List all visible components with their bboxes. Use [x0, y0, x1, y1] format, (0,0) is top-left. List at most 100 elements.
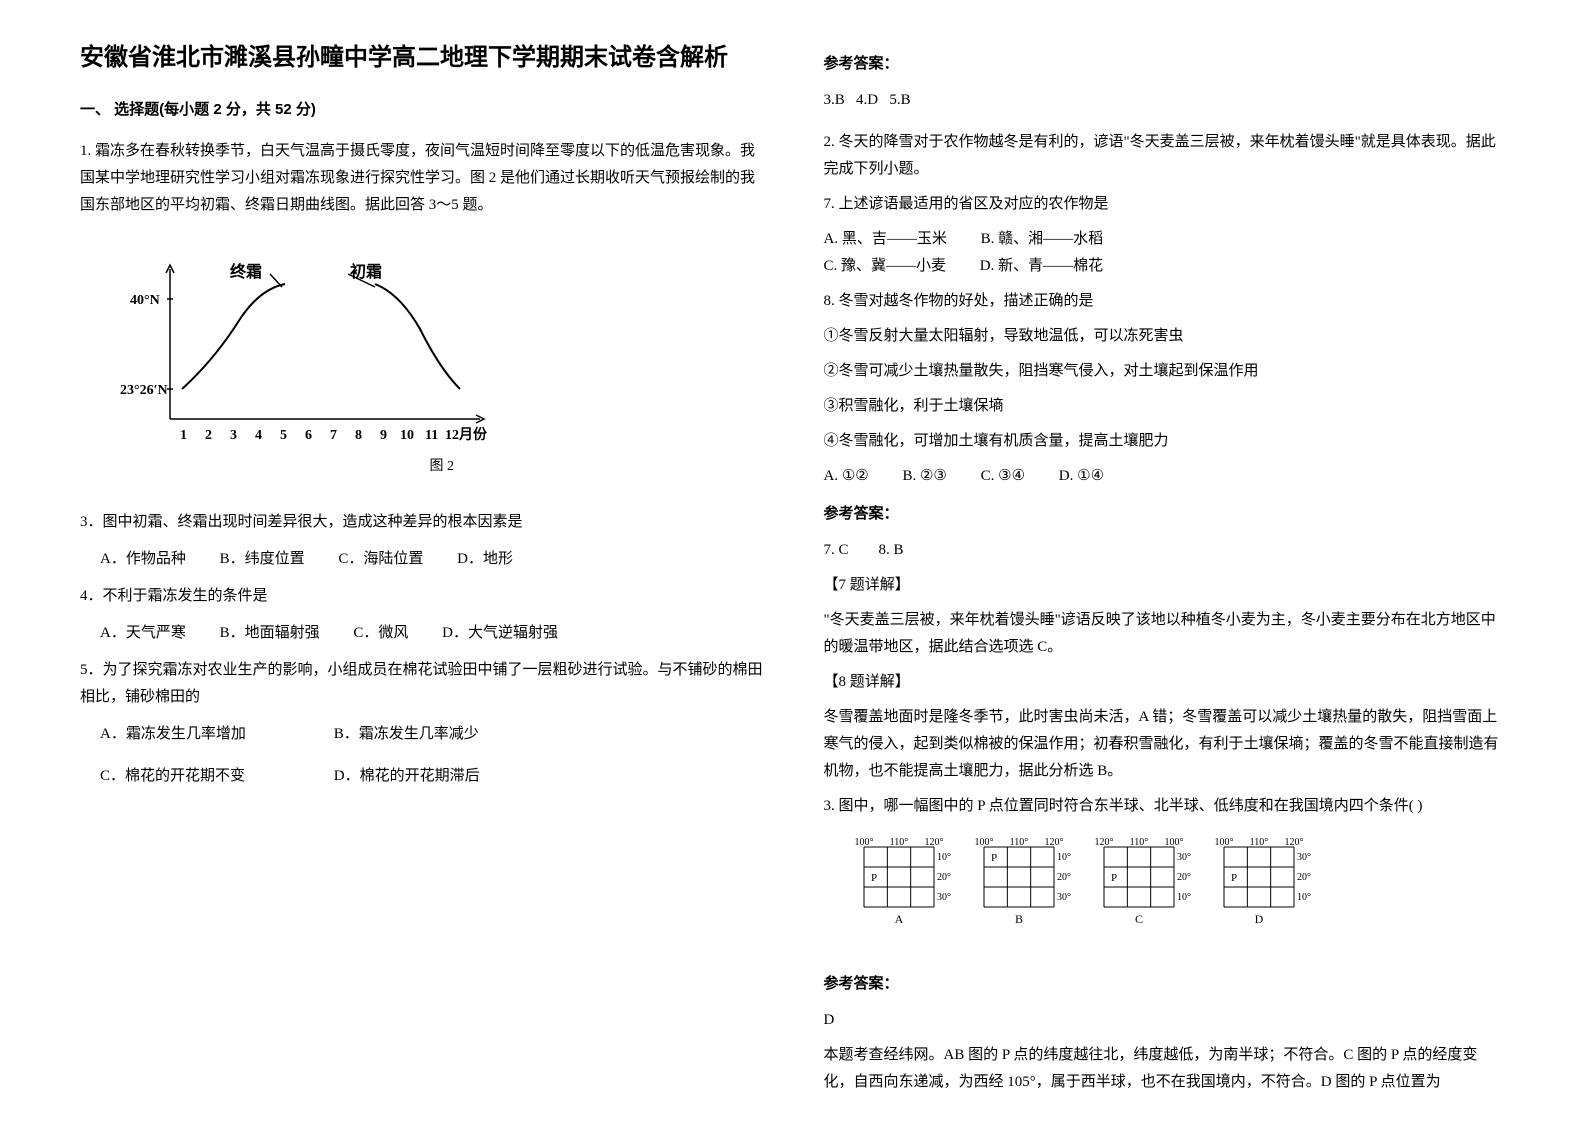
y-label-2326n: 23°26′N [120, 383, 168, 398]
svg-text:30°: 30° [1057, 892, 1071, 903]
svg-text:4: 4 [255, 428, 262, 443]
svg-text:120°: 120° [1284, 837, 1303, 848]
svg-text:110°: 110° [1129, 837, 1148, 848]
q5-opt-c: C．棉花的开花期不变 [100, 763, 300, 790]
svg-text:5: 5 [280, 428, 287, 443]
chushang-label: 初霜 [350, 262, 382, 281]
q8-opt-a: A. ①② [824, 463, 869, 490]
svg-text:8: 8 [355, 428, 362, 443]
q5-opt-a: A．霜冻发生几率增加 [100, 721, 300, 748]
svg-text:C: C [1134, 912, 1142, 926]
q1-intro: 1. 霜冻多在春秋转换季节，白天气温高于摄氏零度，夜间气温短时间降至零度以下的低… [80, 138, 764, 219]
svg-text:20°: 20° [1057, 872, 1071, 883]
svg-text:10°: 10° [937, 852, 951, 863]
answer-3b: D [824, 1007, 1508, 1034]
figure-2-caption: 图 2 [120, 454, 764, 479]
answer-78: 7. C 8. B [824, 537, 1508, 564]
q4-opt-d: D．大气逆辐射强 [442, 620, 558, 647]
q3-opt-b: B．纬度位置 [220, 546, 305, 573]
q5-opt-d: D．棉花的开花期滞后 [334, 763, 480, 790]
svg-text:12月份: 12月份 [445, 426, 488, 443]
q3b-text: 3. 图中，哪一幅图中的 P 点位置同时符合东半球、北半球、低纬度和在我国境内四… [824, 793, 1508, 820]
q7-opt-b: B. 赣、湘——水稻 [981, 226, 1104, 253]
svg-text:20°: 20° [1177, 872, 1191, 883]
explain7: "冬天麦盖三层被，来年枕着馒头睡"谚语反映了该地以种植冬小麦为主，冬小麦主要分布… [824, 607, 1508, 661]
svg-text:10°: 10° [1177, 892, 1191, 903]
answers-label-3: 参考答案： [824, 970, 1508, 997]
y-label-40n: 40°N [130, 293, 160, 308]
q4-opt-c: C．微风 [353, 620, 408, 647]
svg-text:110°: 110° [1249, 837, 1268, 848]
q8-text: 8. 冬雪对越冬作物的好处，描述正确的是 [824, 288, 1508, 315]
answer-345: 3.B 4.D 5.B [824, 87, 1508, 114]
explain-3b: 本题考查经纬网。AB 图的 P 点的纬度越往北，纬度越低，为南半球；不符合。C … [824, 1042, 1508, 1096]
svg-text:7: 7 [330, 428, 337, 443]
q7-opt-d: D. 新、青——棉花 [980, 253, 1103, 280]
q8-opt-b: B. ②③ [902, 463, 946, 490]
maps-svg: 100° 110° 120° 10° 20° 30° P A 100° 110° 120° 10° 20… [854, 835, 1334, 945]
svg-text:10: 10 [400, 428, 414, 443]
q3-options: A．作物品种 B．纬度位置 C．海陆位置 D．地形 [80, 546, 764, 573]
svg-text:110°: 110° [1009, 837, 1028, 848]
svg-text:9: 9 [380, 428, 387, 443]
svg-text:30°: 30° [937, 892, 951, 903]
svg-text:6: 6 [305, 428, 312, 443]
maps-figure: 100° 110° 120° 10° 20° 30° P A 100° 110° 120° 10° 20… [854, 835, 1508, 955]
q4-text: 4．不利于霜冻发生的条件是 [80, 583, 764, 610]
answers-label-1: 参考答案： [824, 50, 1508, 77]
q8-opt-d: D. ①④ [1059, 463, 1104, 490]
svg-text:100°: 100° [1214, 837, 1233, 848]
svg-text:P: P [991, 852, 997, 864]
svg-text:A: A [894, 912, 903, 926]
q3-text: 3．图中初霜、终霜出现时间差异很大，造成这种差异的根本因素是 [80, 509, 764, 536]
zhongshang-curve [182, 284, 285, 389]
svg-text:11: 11 [425, 428, 438, 443]
svg-text:110°: 110° [889, 837, 908, 848]
svg-text:B: B [1014, 912, 1022, 926]
q8-opt-c: C. ③④ [981, 463, 1025, 490]
q7-options: A. 黑、吉——玉米 B. 赣、湘——水稻 C. 豫、冀——小麦 D. 新、青—… [824, 226, 1508, 280]
q2-intro: 2. 冬天的降雪对于农作物越冬是有利的，谚语"冬天麦盖三层被，来年枕着馒头睡"就… [824, 129, 1508, 183]
document-title: 安徽省淮北市濉溪县孙疃中学高二地理下学期期末试卷含解析 [80, 40, 764, 76]
q5-opt-b: B．霜冻发生几率减少 [334, 721, 479, 748]
figure-2-chart: 40°N 23°26′N 1 2 3 4 5 6 7 8 9 10 11 [120, 249, 500, 449]
section-heading: 一、 选择题(每小题 2 分，共 52 分) [80, 96, 764, 123]
q3-opt-c: C．海陆位置 [338, 546, 423, 573]
q7-opt-c: C. 豫、冀——小麦 [824, 253, 947, 280]
q5-text: 5．为了探究霜冻对农业生产的影响，小组成员在棉花试验田中铺了一层粗砂进行试验。与… [80, 657, 764, 711]
svg-text:20°: 20° [937, 872, 951, 883]
svg-text:20°: 20° [1297, 872, 1311, 883]
q8-options: A. ①② B. ②③ C. ③④ D. ①④ [824, 463, 1508, 490]
q7-text: 7. 上述谚语最适用的省区及对应的农作物是 [824, 191, 1508, 218]
svg-text:100°: 100° [1164, 837, 1183, 848]
explain8-heading: 【8 题详解】 [824, 669, 1508, 696]
right-column: 参考答案： 3.B 4.D 5.B 2. 冬天的降雪对于农作物越冬是有利的，谚语… [794, 40, 1538, 1082]
svg-text:100°: 100° [854, 837, 873, 848]
q8-item-3: ③积雪融化，利于土壤保墒 [824, 393, 1508, 420]
svg-text:D: D [1254, 912, 1263, 926]
svg-text:120°: 120° [1094, 837, 1113, 848]
svg-text:10°: 10° [1057, 852, 1071, 863]
figure-2: 40°N 23°26′N 1 2 3 4 5 6 7 8 9 10 11 [120, 249, 764, 479]
left-column: 安徽省淮北市濉溪县孙疃中学高二地理下学期期末试卷含解析 一、 选择题(每小题 2… [50, 40, 794, 1082]
q8-item-2: ②冬雪可减少土壤热量散失，阻挡寒气侵入，对土壤起到保温作用 [824, 358, 1508, 385]
svg-text:P: P [871, 872, 877, 884]
svg-text:120°: 120° [924, 837, 943, 848]
chushang-curve [375, 284, 460, 389]
x-axis-labels: 1 2 3 4 5 6 7 8 9 10 11 12月份 [180, 426, 488, 443]
svg-text:1: 1 [180, 428, 187, 443]
q7-opt-a: A. 黑、吉——玉米 [824, 226, 947, 253]
svg-text:10°: 10° [1297, 892, 1311, 903]
svg-text:2: 2 [205, 428, 212, 443]
svg-text:120°: 120° [1044, 837, 1063, 848]
answers-label-2: 参考答案： [824, 500, 1508, 527]
q3-opt-d: D．地形 [457, 546, 513, 573]
q8-item-1: ①冬雪反射大量太阳辐射，导致地温低，可以冻死害虫 [824, 323, 1508, 350]
q8-item-4: ④冬雪融化，可增加土壤有机质含量，提高土壤肥力 [824, 428, 1508, 455]
q4-opt-a: A．天气严寒 [100, 620, 186, 647]
q3-opt-a: A．作物品种 [100, 546, 186, 573]
q4-options: A．天气严寒 B．地面辐射强 C．微风 D．大气逆辐射强 [80, 620, 764, 647]
zhongshang-label: 终霜 [230, 262, 262, 281]
explain7-heading: 【7 题详解】 [824, 572, 1508, 599]
svg-text:P: P [1231, 872, 1237, 884]
